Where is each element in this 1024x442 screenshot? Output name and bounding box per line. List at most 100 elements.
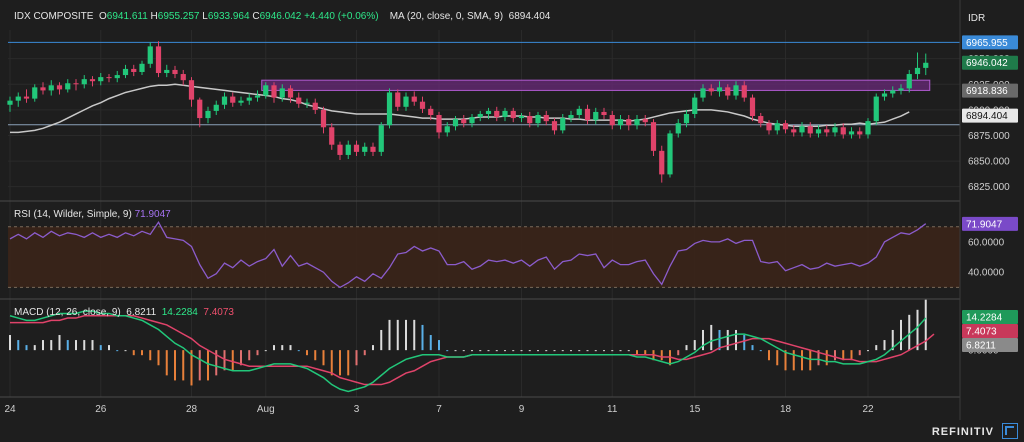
currency-label: IDR [968,13,986,24]
macd-hist-bar [726,329,729,351]
candle-down [782,120,789,134]
macd-hist-bar [190,350,193,386]
candle-body [172,69,178,75]
candle-down [741,81,747,102]
open-value: 6941.611 [106,11,148,22]
macd-hist-bar [25,345,28,351]
candle-up [378,122,384,156]
macd-hist-bar [908,314,911,351]
candle-down [436,111,442,139]
price-tag-line: 6965.955 [962,35,1018,50]
candle-body [320,109,327,128]
macd-hist-bar [594,350,597,352]
candle-body [411,96,417,102]
macd-hist-bar [157,350,160,366]
candle-body [485,110,492,114]
macd-hist-bar [759,350,762,352]
candle-body [337,144,343,155]
candle-up [403,92,409,111]
macd-label: MACD (12, 26, close, 9) [14,307,121,318]
macd-hist-bar [586,350,589,352]
candle-body [164,69,170,74]
rsi-legend: RSI (14, Wilder, Simple, 9) 71.9047 [14,209,171,220]
candle-down [131,64,137,77]
brand-name: REFINITIV [931,426,994,438]
candle-down [230,92,236,107]
macd-hist-bar [875,345,878,351]
x-tick-label: 18 [780,404,792,415]
price-tag-ma-bg [962,108,1018,123]
macd-hist-bar [141,350,143,356]
rsi-value-tag-text: 71.9047 [966,219,1003,230]
macd-hist-bar [446,350,449,352]
macd-hist-bar [454,350,457,352]
macd-hist-bar [817,350,820,366]
candle-up [98,73,104,86]
candle-body [914,67,921,75]
x-tick-label: Aug [257,404,275,415]
candle-body [428,108,434,115]
symbol-title: IDX COMPOSITE [14,11,94,22]
candle-body [461,119,467,124]
macd-hist-bar [792,350,795,371]
candle-body [23,96,30,99]
candle-body [733,85,739,96]
macd-hist-bar [240,350,242,366]
macd-hist-bar [174,350,176,381]
high-value: 6955.257 [157,11,200,22]
candle-up [774,120,780,135]
candle-down [419,96,426,113]
candle-up [164,64,170,78]
macd-hist-bar [413,319,416,351]
candle-body [593,111,599,121]
candle-body [857,131,863,135]
candle-body [444,126,450,133]
macd-hist-bar [603,350,605,352]
candle-body [840,127,846,135]
macd-hist-value: 6.8211 [126,307,157,318]
macd-hist-bar [9,335,11,351]
candle-body [667,133,673,175]
candle-up [576,105,582,120]
candle-body [263,85,269,96]
candle-body [824,129,830,133]
candle-body [568,115,574,119]
rsi-value-tag-bg [962,216,1018,231]
candle-body [576,108,582,115]
candle-down [296,92,302,108]
macd-hist-bar [677,350,680,356]
candle-up [32,84,38,102]
candle-up [147,42,153,68]
candle-up [81,75,87,89]
low-label: L [202,11,208,22]
candle-body [114,75,120,79]
y-tick-label: 40.0000 [968,268,1005,279]
candle-down [609,110,615,130]
candle-up [568,110,574,123]
signal-value-tag-text: 7.4073 [966,327,997,338]
candle-up [890,86,896,98]
panel-separators [0,0,961,420]
candle-down [56,82,63,95]
candle-body [791,129,797,133]
candle-down [428,105,434,121]
macd-hist-bar [850,350,853,361]
candle-up [502,107,508,122]
macd-hist-bar [372,345,374,351]
signal-value-tag-bg [962,324,1018,338]
candle-up [906,69,912,93]
candle-down [708,84,714,96]
candle-body [683,113,690,124]
candle-up [469,113,475,128]
candle-body [758,116,764,124]
candle-body [370,146,376,152]
candle-body [799,126,805,133]
macd-hist-bar [322,350,325,366]
resistance-zone-rect [261,79,931,91]
low-value: 6933.964 [207,11,250,22]
candle-down [791,125,797,137]
candle-body [362,146,368,152]
candle-body [650,122,657,151]
candle-up [560,113,566,134]
